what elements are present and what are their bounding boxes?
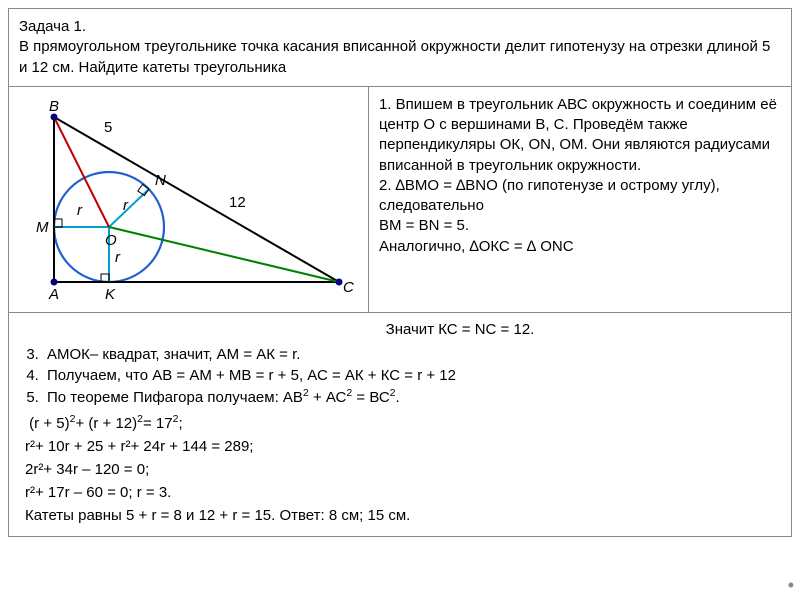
diagram-cell: A B C O M K N 5 12 r r r: [9, 87, 369, 312]
m1b: + (r + 12): [75, 415, 137, 432]
bottom-cell: Значит КС = NС = 12. АМОК– квадрат, знач…: [9, 313, 791, 536]
sq2: 2: [346, 387, 352, 399]
math-3: 2r²+ 34r – 120 = 0;: [25, 459, 781, 480]
problem-title: Задача 1.: [19, 18, 86, 35]
li5-b: + АС: [313, 389, 346, 406]
problem-text: В прямоугольном треугольнике точка касан…: [19, 38, 770, 75]
solution-step1: 1. Впишем в треугольник АВС окружность и…: [379, 96, 777, 174]
step-3: АМОК– квадрат, значит, АМ = АК = r.: [43, 344, 781, 365]
svg-text:r: r: [77, 202, 83, 219]
kc-line: Значит КС = NС = 12.: [19, 319, 781, 340]
math-4: r²+ 17r – 60 = 0; r = 3.: [25, 482, 781, 503]
svg-text:O: O: [105, 232, 117, 249]
svg-text:5: 5: [104, 119, 112, 136]
svg-text:K: K: [105, 286, 116, 303]
m1s3: 2: [173, 413, 179, 425]
problem-statement: Задача 1. В прямоугольном треугольнике т…: [9, 9, 791, 87]
svg-text:r: r: [123, 197, 129, 214]
solution-step2c: Аналогично, ∆ОКС = ∆ ОNС: [379, 238, 574, 255]
m1a: (r + 5): [29, 415, 69, 432]
svg-text:B: B: [49, 98, 59, 115]
step-4: Получаем, что АВ = АМ + МВ = r + 5, АС =…: [43, 365, 781, 386]
svg-text:12: 12: [229, 194, 246, 211]
svg-text:M: M: [36, 219, 49, 236]
steps-list: АМОК– квадрат, значит, АМ = АК = r. Полу…: [43, 344, 781, 408]
math-1: (r + 5)2+ (r + 12)2= 172;: [25, 412, 781, 434]
li5-a: По теореме Пифагора получаем: АВ: [47, 389, 303, 406]
sq3: 2: [390, 387, 396, 399]
svg-text:N: N: [155, 172, 166, 189]
middle-row: A B C O M K N 5 12 r r r 1. Впишем в треугольник АВ…: [9, 87, 791, 313]
solution-step2b: ВМ = ВN = 5.: [379, 217, 469, 234]
answer-line: Катеты равны 5 + r = 8 и 12 + r = 15. От…: [25, 505, 781, 526]
corner-bullet: •: [788, 575, 794, 596]
solution-step2: 2. ∆ВМО = ∆ВNО (по гипотенузе и острому …: [379, 177, 720, 214]
li5-c: = ВС: [356, 389, 389, 406]
solution-cell: 1. Впишем в треугольник АВС окружность и…: [369, 87, 791, 312]
sq1: 2: [303, 387, 309, 399]
svg-text:r: r: [115, 249, 121, 266]
math-2: r²+ 10r + 25 + r²+ 24r + 144 = 289;: [25, 436, 781, 457]
svg-text:A: A: [48, 286, 59, 303]
svg-text:C: C: [343, 279, 354, 296]
problem-container: Задача 1. В прямоугольном треугольнике т…: [8, 8, 792, 537]
triangle-diagram: A B C O M K N 5 12 r r r: [9, 87, 369, 312]
step-5: По теореме Пифагора получаем: АВ2 + АС2 …: [43, 386, 781, 408]
m1c: = 17: [143, 415, 173, 432]
